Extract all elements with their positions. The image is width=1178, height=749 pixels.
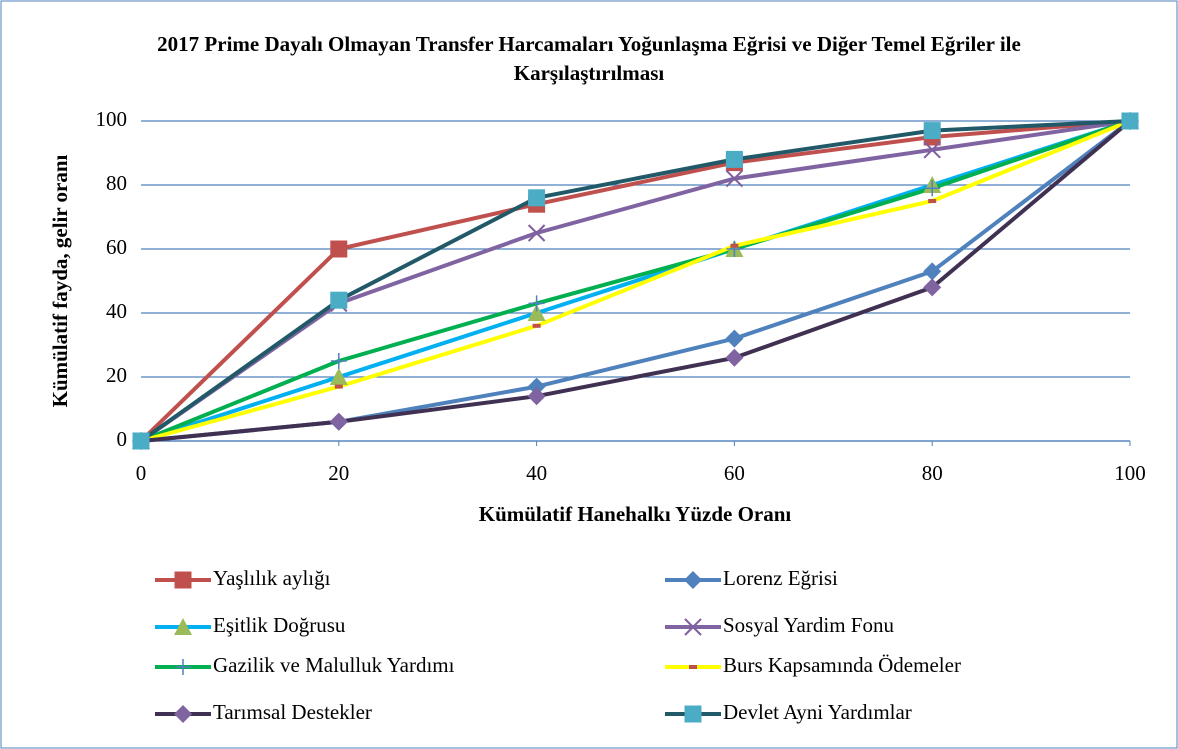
marker: [532, 323, 541, 328]
marker: [923, 141, 941, 159]
markers: [132, 112, 1139, 450]
y-tick-label: 20: [106, 363, 127, 387]
x-axis-label: Kümülatif Hanehalkı Yüzde Oranı: [479, 502, 792, 526]
lines: [139, 119, 1132, 443]
series-line: [140, 119, 1131, 443]
series-line: [139, 119, 1131, 443]
marker: [527, 304, 546, 321]
marker: [330, 353, 347, 369]
marker: [725, 169, 744, 188]
y-tick-label: 60: [106, 235, 127, 259]
y-tick-label: 100: [96, 107, 128, 131]
marker: [725, 348, 744, 367]
marker: [175, 659, 191, 675]
marker: [924, 180, 941, 197]
marker: [527, 224, 546, 242]
marker: [923, 122, 941, 140]
series-line: [140, 119, 1131, 443]
y-tick-label: 80: [106, 171, 127, 195]
marker: [329, 412, 348, 431]
series-line: [139, 119, 1131, 443]
marker: [725, 150, 743, 168]
marker: [684, 571, 702, 589]
marker: [684, 705, 702, 723]
series-line: [140, 119, 1131, 443]
x-tick-label: 20: [328, 461, 349, 485]
y-axis-label: Kümülatif fayda, gelir oranı: [48, 154, 72, 407]
marker: [1121, 112, 1139, 130]
marker: [689, 665, 697, 669]
chart-title: 2017 Prime Dayalı Olmayan Transfer Harca…: [157, 32, 1021, 85]
legend-label: Lorenz Eğrisi: [723, 566, 838, 590]
marker: [923, 262, 942, 281]
marker: [527, 387, 546, 406]
y-tick-label: 40: [106, 299, 127, 323]
legend-label: Tarımsal Destekler: [213, 700, 372, 724]
marker: [928, 199, 937, 203]
x-tick-label: 0: [136, 461, 147, 485]
legend-label: Sosyal Yardim Fonu: [723, 613, 894, 637]
marker: [730, 243, 739, 248]
legend-label: Eşitlik Doğrusu: [213, 613, 346, 637]
series-line: [139, 119, 1131, 443]
series-line: [140, 119, 1132, 443]
x-tick-label: 60: [724, 461, 745, 485]
marker: [174, 705, 192, 723]
marker: [334, 384, 343, 389]
legend-label: Yaşlılık aylığı: [213, 566, 331, 590]
marker: [174, 571, 192, 589]
marker: [528, 295, 545, 312]
marker: [528, 189, 546, 207]
legend-label: Devlet Ayni Yardımlar: [723, 700, 912, 724]
x-tick-label: 80: [922, 461, 943, 485]
x-tick-label: 100: [1114, 461, 1146, 485]
marker: [174, 618, 192, 635]
marker: [330, 240, 348, 258]
marker: [132, 432, 150, 450]
marker: [330, 291, 348, 309]
x-tick-label: 40: [526, 461, 547, 485]
marker: [527, 377, 546, 396]
legend-label: Gazilik ve Malulluk Yardımı: [213, 653, 455, 677]
marker: [923, 278, 942, 297]
legend-label: Burs Kapsamında Ödemeler: [723, 653, 961, 677]
y-tick-label: 0: [117, 427, 128, 451]
marker: [329, 368, 348, 385]
marker: [684, 618, 702, 636]
marker: [725, 329, 744, 348]
marker: [726, 241, 743, 257]
